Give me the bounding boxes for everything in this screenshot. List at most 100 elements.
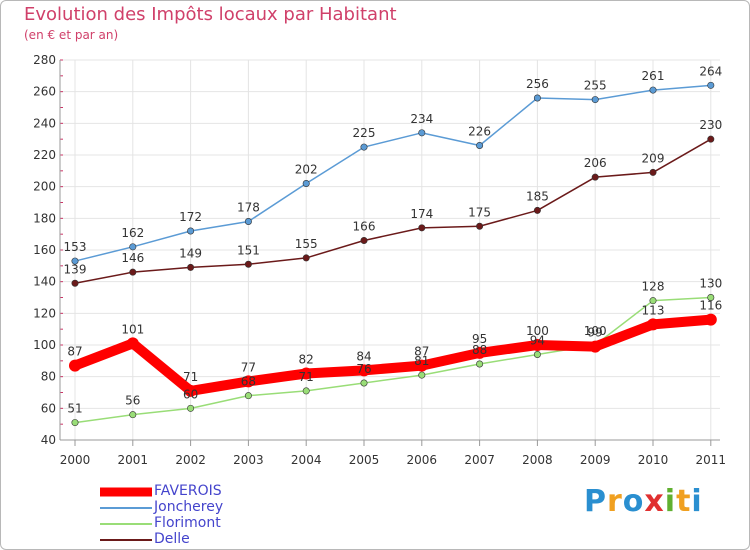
chart-legend: FAVEROIS Joncherey Florimont Delle xyxy=(100,483,300,548)
legend-label: Florimont xyxy=(154,515,221,531)
y-tick-label: 120 xyxy=(33,306,56,320)
data-point-joncherey xyxy=(591,96,599,104)
data-label-florimont: 130 xyxy=(699,277,722,291)
series-line-florimont xyxy=(74,296,712,424)
data-point-delle xyxy=(591,173,599,181)
legend-item-joncherey: Joncherey xyxy=(100,499,300,516)
data-point-florimont xyxy=(360,379,368,387)
data-point-joncherey xyxy=(418,129,426,137)
data-label-florimont: 81 xyxy=(414,354,429,368)
data-label-faverois: 71 xyxy=(183,370,198,384)
data-label-faverois: 84 xyxy=(356,349,371,363)
data-point-florimont xyxy=(129,411,137,419)
data-label-joncherey: 261 xyxy=(642,69,665,83)
y-tick-label: 200 xyxy=(33,180,56,194)
data-label-delle: 139 xyxy=(64,262,87,276)
data-label-faverois: 82 xyxy=(299,353,314,367)
data-label-florimont: 51 xyxy=(67,402,82,416)
data-label-faverois: 87 xyxy=(67,345,82,359)
x-tick-label: 2009 xyxy=(580,453,611,467)
x-tick-label: 2002 xyxy=(175,453,206,467)
proxiti-logo: Proxiti xyxy=(584,484,703,519)
data-label-faverois: 113 xyxy=(642,303,665,317)
data-point-joncherey xyxy=(476,142,484,150)
data-label-delle: 185 xyxy=(526,189,549,203)
series-layer xyxy=(69,81,717,427)
data-point-faverois xyxy=(415,359,428,372)
y-tick-label: 80 xyxy=(41,370,56,384)
data-label-florimont: 71 xyxy=(299,370,314,384)
data-label-faverois: 100 xyxy=(526,324,549,338)
y-tick-label: 280 xyxy=(33,53,56,67)
data-point-faverois xyxy=(69,359,81,372)
data-label-joncherey: 255 xyxy=(584,79,607,93)
logo-letter: x xyxy=(644,484,665,519)
data-point-delle xyxy=(707,135,715,143)
data-label-delle: 209 xyxy=(642,151,665,165)
data-label-florimont: 76 xyxy=(356,362,371,376)
x-tick-label: 2006 xyxy=(407,453,438,467)
data-point-florimont xyxy=(302,387,310,395)
chart-subtitle: (en € et par an) xyxy=(24,28,119,42)
data-label-joncherey: 162 xyxy=(121,226,144,240)
y-tick-label: 160 xyxy=(33,243,56,257)
series-line-faverois xyxy=(70,314,716,396)
legend-swatch-florimont xyxy=(100,523,152,525)
x-tick-label: 2001 xyxy=(118,453,149,467)
data-point-joncherey xyxy=(244,218,252,226)
data-label-florimont: 68 xyxy=(241,375,256,389)
legend-swatch-faverois xyxy=(100,487,152,497)
data-point-delle xyxy=(360,237,368,245)
logo-letter: r xyxy=(607,484,623,519)
axis-layer: 40 60 80 100 120 140 160 180 200 220 240 260 280 2000… xyxy=(33,53,726,467)
data-point-faverois xyxy=(242,375,255,388)
data-label-joncherey: 178 xyxy=(237,201,260,215)
data-label-delle: 155 xyxy=(295,237,318,251)
data-label-delle: 175 xyxy=(468,205,491,219)
data-label-delle: 166 xyxy=(353,220,376,234)
data-label-joncherey: 153 xyxy=(64,240,87,254)
grid-layer xyxy=(60,59,720,441)
data-label-joncherey: 264 xyxy=(699,64,722,78)
y-tick-label: 260 xyxy=(33,85,56,99)
x-tick-label: 2007 xyxy=(464,453,495,467)
data-point-faverois xyxy=(531,339,544,351)
data-label-faverois: 77 xyxy=(241,360,256,374)
data-point-joncherey xyxy=(533,94,541,102)
data-label-delle: 149 xyxy=(179,246,202,260)
legend-label: Delle xyxy=(154,531,190,547)
data-label-joncherey: 256 xyxy=(526,77,549,91)
legend-item-faverois: FAVEROIS xyxy=(100,483,300,500)
data-point-florimont xyxy=(418,371,426,379)
data-label-joncherey: 234 xyxy=(410,112,433,126)
data-label-florimont: 88 xyxy=(472,343,487,357)
data-point-florimont xyxy=(649,297,657,305)
data-label-florimont: 128 xyxy=(642,280,665,294)
chart-title: Evolution des Impôts locaux par Habitant xyxy=(24,4,397,25)
series-line-delle xyxy=(74,138,712,284)
legend-item-florimont: Florimont xyxy=(100,515,300,532)
data-label-joncherey: 172 xyxy=(179,210,202,224)
y-tick-label: 100 xyxy=(33,338,56,352)
data-point-faverois xyxy=(473,346,486,359)
y-tick-label: 60 xyxy=(41,401,56,415)
data-point-florimont xyxy=(476,360,484,368)
x-tick-label: 2004 xyxy=(291,453,322,467)
data-point-faverois xyxy=(704,313,717,326)
y-tick-label: 220 xyxy=(33,148,56,162)
data-point-delle xyxy=(649,168,657,176)
logo-letter: P xyxy=(584,484,607,519)
data-point-faverois xyxy=(647,318,659,331)
x-tick-label: 2008 xyxy=(522,453,553,467)
data-label-florimont: 100 xyxy=(584,324,607,338)
data-point-joncherey xyxy=(649,86,657,94)
data-point-joncherey xyxy=(360,143,368,151)
data-point-delle xyxy=(533,206,541,214)
data-point-florimont xyxy=(707,293,715,301)
data-point-delle xyxy=(302,254,310,262)
y-tick-label: 140 xyxy=(33,275,56,289)
logo-letter: i xyxy=(664,484,677,519)
data-point-joncherey xyxy=(187,227,195,235)
data-label-delle: 146 xyxy=(121,251,144,265)
